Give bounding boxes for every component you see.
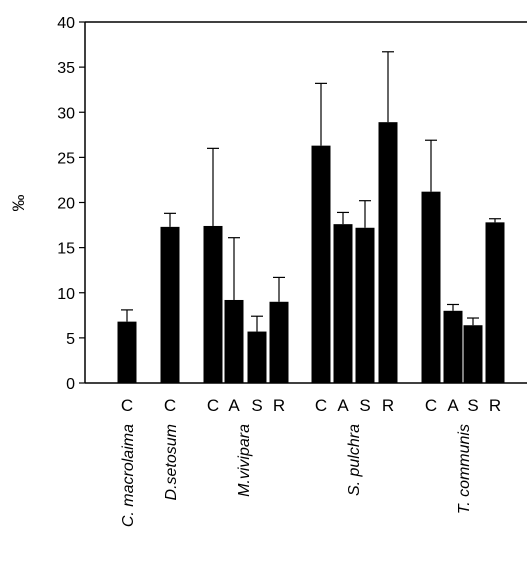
x-category-label: S [251,396,262,415]
y-tick-label: 0 [66,376,75,393]
y-axis-label: ‰ [9,195,28,212]
x-category-label: C [315,396,327,415]
y-tick-label: 10 [57,286,75,303]
bar [355,227,375,383]
group-label: D.setosum [163,424,180,500]
bar [117,321,137,383]
bar [333,224,353,383]
bar [463,325,483,383]
x-category-label: A [337,396,349,415]
bar [421,191,441,383]
y-tick-label: 40 [57,15,75,32]
x-category-label: R [273,396,285,415]
x-category-label: S [359,396,370,415]
bar [443,310,463,383]
x-category-label: R [489,396,501,415]
group-label: M.vivipara [236,424,253,497]
bar [311,145,331,383]
x-category-label: C [164,396,176,415]
bar [485,222,505,383]
y-tick-label: 20 [57,196,75,213]
y-tick-label: 35 [57,60,75,77]
x-category-label: C [425,396,437,415]
x-category-label: R [382,396,394,415]
bar [247,331,267,383]
group-label: C. macrolaima [120,424,137,527]
bar [203,225,223,383]
y-tick-label: 25 [57,150,75,167]
bar [269,301,289,383]
bar [378,122,398,384]
x-category-label: C [207,396,219,415]
x-category-label: S [467,396,478,415]
group-label: T. communis [456,424,473,514]
y-tick-label: 15 [57,241,75,258]
x-category-label: A [228,396,240,415]
y-tick-label: 5 [66,331,75,348]
bar [224,299,244,383]
x-category-label: A [447,396,459,415]
y-tick-label: 30 [57,105,75,122]
group-label: S. pulchra [346,424,363,496]
bar [160,226,180,383]
x-category-label: C [121,396,133,415]
